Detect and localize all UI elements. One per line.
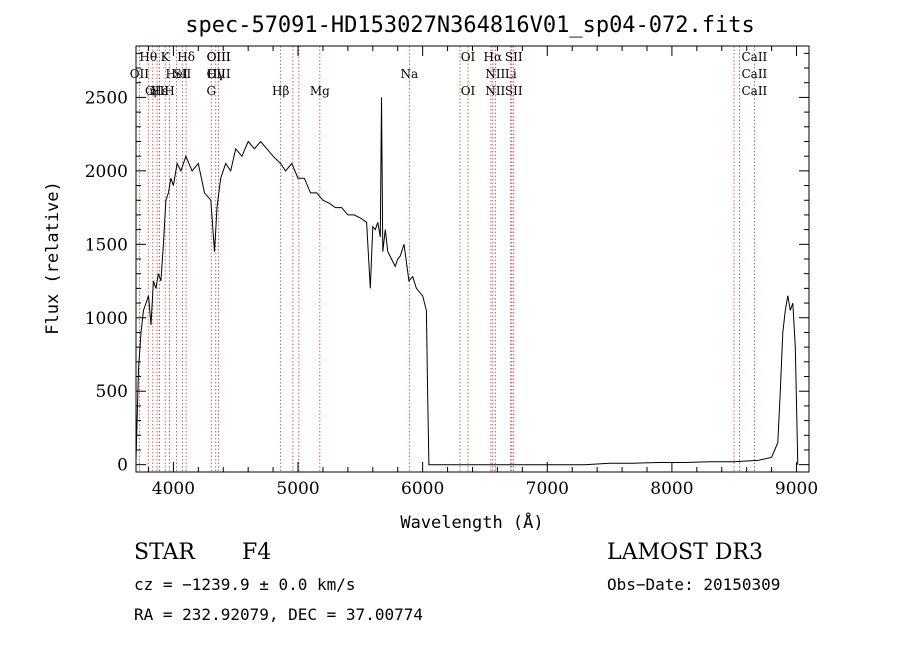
spectrum-line [135, 97, 799, 466]
marker-label: CaII [741, 50, 767, 64]
chart-title: spec-57091-HD153027N364816V01_sp04-072.f… [185, 13, 755, 38]
marker-label: Hδ [177, 50, 195, 64]
marker-label: Mg [310, 84, 330, 98]
marker-label: CaII [741, 84, 767, 98]
marker-label: HeI [165, 67, 188, 81]
marker-label: OI [461, 84, 476, 98]
marker-label: Hε [151, 84, 168, 98]
marker-label: K [161, 50, 171, 64]
plot-frame [135, 45, 810, 473]
marker-label: Hα [484, 50, 503, 64]
y-tick-label: 1000 [85, 309, 128, 329]
y-tick-label: 2500 [85, 88, 128, 108]
object-class: STAR [134, 540, 195, 565]
redshift-text: cz = −1239.9 ± 0.0 km/s [134, 575, 356, 594]
x-tick-label: 7000 [526, 479, 569, 499]
marker-label: NII [485, 84, 505, 98]
marker-label: Na [400, 67, 418, 81]
marker-label: H [164, 84, 174, 98]
x-tick-label: 5000 [276, 479, 319, 499]
marker-label: OII [130, 67, 150, 81]
survey-name: LAMOST DR3 [607, 540, 763, 565]
marker-label: OIII [145, 84, 169, 98]
object-subclass: F4 [242, 540, 272, 565]
x-tick-label: 4000 [152, 479, 195, 499]
marker-label: CaII [741, 67, 767, 81]
marker-label: SII [174, 67, 192, 81]
y-axis-tick-labels: 0 500 1000 1500 2000 2500 [85, 88, 128, 475]
line-markers [138, 46, 755, 472]
y-tick-label: 0 [117, 456, 128, 476]
marker-label: Li [505, 67, 517, 81]
y-axis-ticks [136, 52, 809, 466]
coordinates: RA = 232.92079, DEC = 37.00774 [134, 605, 423, 624]
y-axis-label: Flux (relative) [43, 181, 63, 335]
x-tick-label: 6000 [401, 479, 444, 499]
marker-label: G [206, 84, 216, 98]
y-tick-label: 2000 [85, 162, 128, 182]
marker-label: Hγ [207, 67, 225, 81]
marker-label: Hθ [139, 50, 157, 64]
x-axis-ticks [147, 46, 798, 472]
y-tick-label: 500 [96, 382, 128, 402]
y-tick-label: 1500 [85, 235, 128, 255]
marker-label: OIII [207, 50, 231, 64]
obs-date: Obs−Date: 20150309 [607, 575, 781, 594]
marker-label: SII [505, 84, 523, 98]
marker-label: SII [505, 50, 523, 64]
marker-label: OIII [207, 50, 231, 64]
marker-label: η [149, 84, 156, 98]
marker-label: OIII [207, 67, 231, 81]
marker-label: NII [485, 67, 505, 81]
x-axis-label: Wavelength (Å) [400, 511, 543, 533]
marker-label: Hβ [272, 84, 289, 98]
x-axis-tick-labels: 4000 5000 6000 7000 8000 9000 [152, 479, 818, 499]
marker-label: OI [461, 50, 476, 64]
x-tick-label: 9000 [775, 479, 818, 499]
x-tick-label: 8000 [650, 479, 693, 499]
